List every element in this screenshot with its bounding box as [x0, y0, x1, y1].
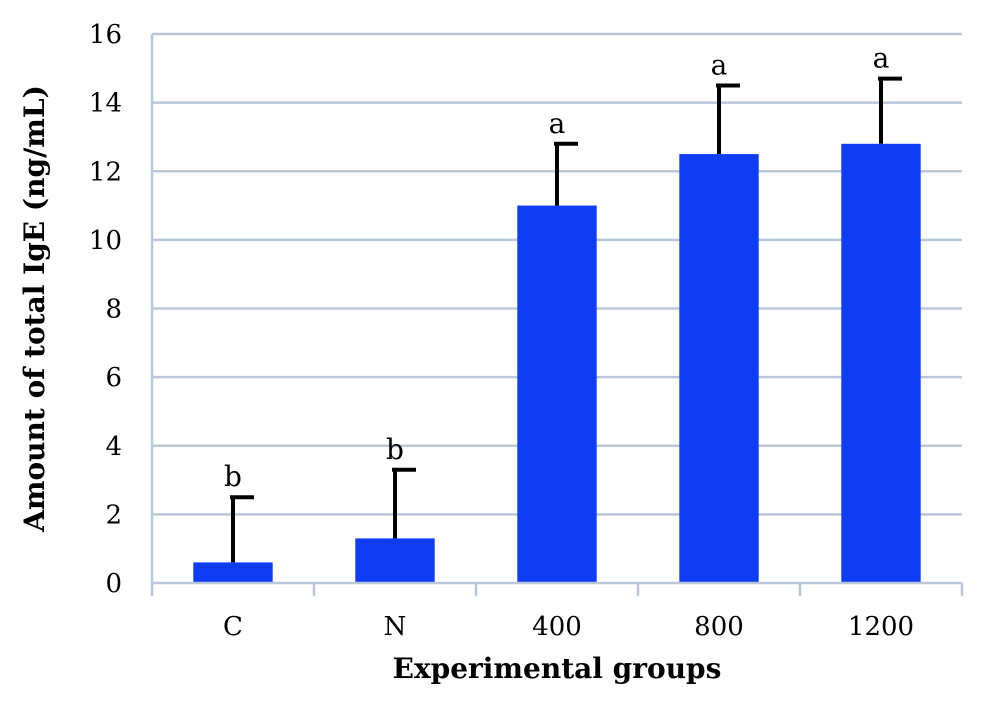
bar-C [193, 562, 273, 583]
significance-labels: b b a a a [224, 42, 889, 494]
y-tick-label: 8 [105, 295, 122, 325]
y-tick-label: 4 [105, 432, 122, 462]
y-tick-label: 0 [105, 569, 122, 599]
bar-N [355, 538, 435, 583]
significance-label-C: b [224, 460, 242, 493]
x-axis [150, 34, 964, 596]
x-tick-label-400: 400 [532, 612, 582, 642]
bar-400 [517, 205, 597, 583]
y-axis-title: Amount of total IgE (ng/mL) [18, 85, 51, 533]
significance-label-1200: a [873, 42, 890, 75]
significance-label-400: a [549, 107, 566, 140]
x-tick-labels: C N 400 800 1200 [223, 612, 914, 642]
significance-label-800: a [711, 48, 728, 81]
y-tick-label: 2 [105, 500, 122, 530]
y-tick-label: 6 [105, 363, 122, 393]
y-tick-label: 12 [89, 157, 122, 187]
x-tick-label-800: 800 [694, 612, 744, 642]
x-axis-title: Experimental groups [393, 652, 722, 685]
error-bars [230, 76, 902, 563]
x-tick-label-C: C [223, 612, 243, 642]
y-tick-label: 10 [89, 226, 122, 256]
x-tick-label-1200: 1200 [848, 612, 914, 642]
significance-label-N: b [386, 433, 404, 466]
y-tick-label: 14 [89, 89, 122, 119]
bar-800 [679, 154, 759, 583]
bar-1200 [841, 143, 921, 584]
x-tick-label-N: N [384, 612, 407, 642]
y-tick-labels: 0 2 4 6 8 10 12 14 16 [89, 20, 122, 599]
bars [193, 143, 921, 584]
y-tick-label: 16 [89, 20, 122, 50]
